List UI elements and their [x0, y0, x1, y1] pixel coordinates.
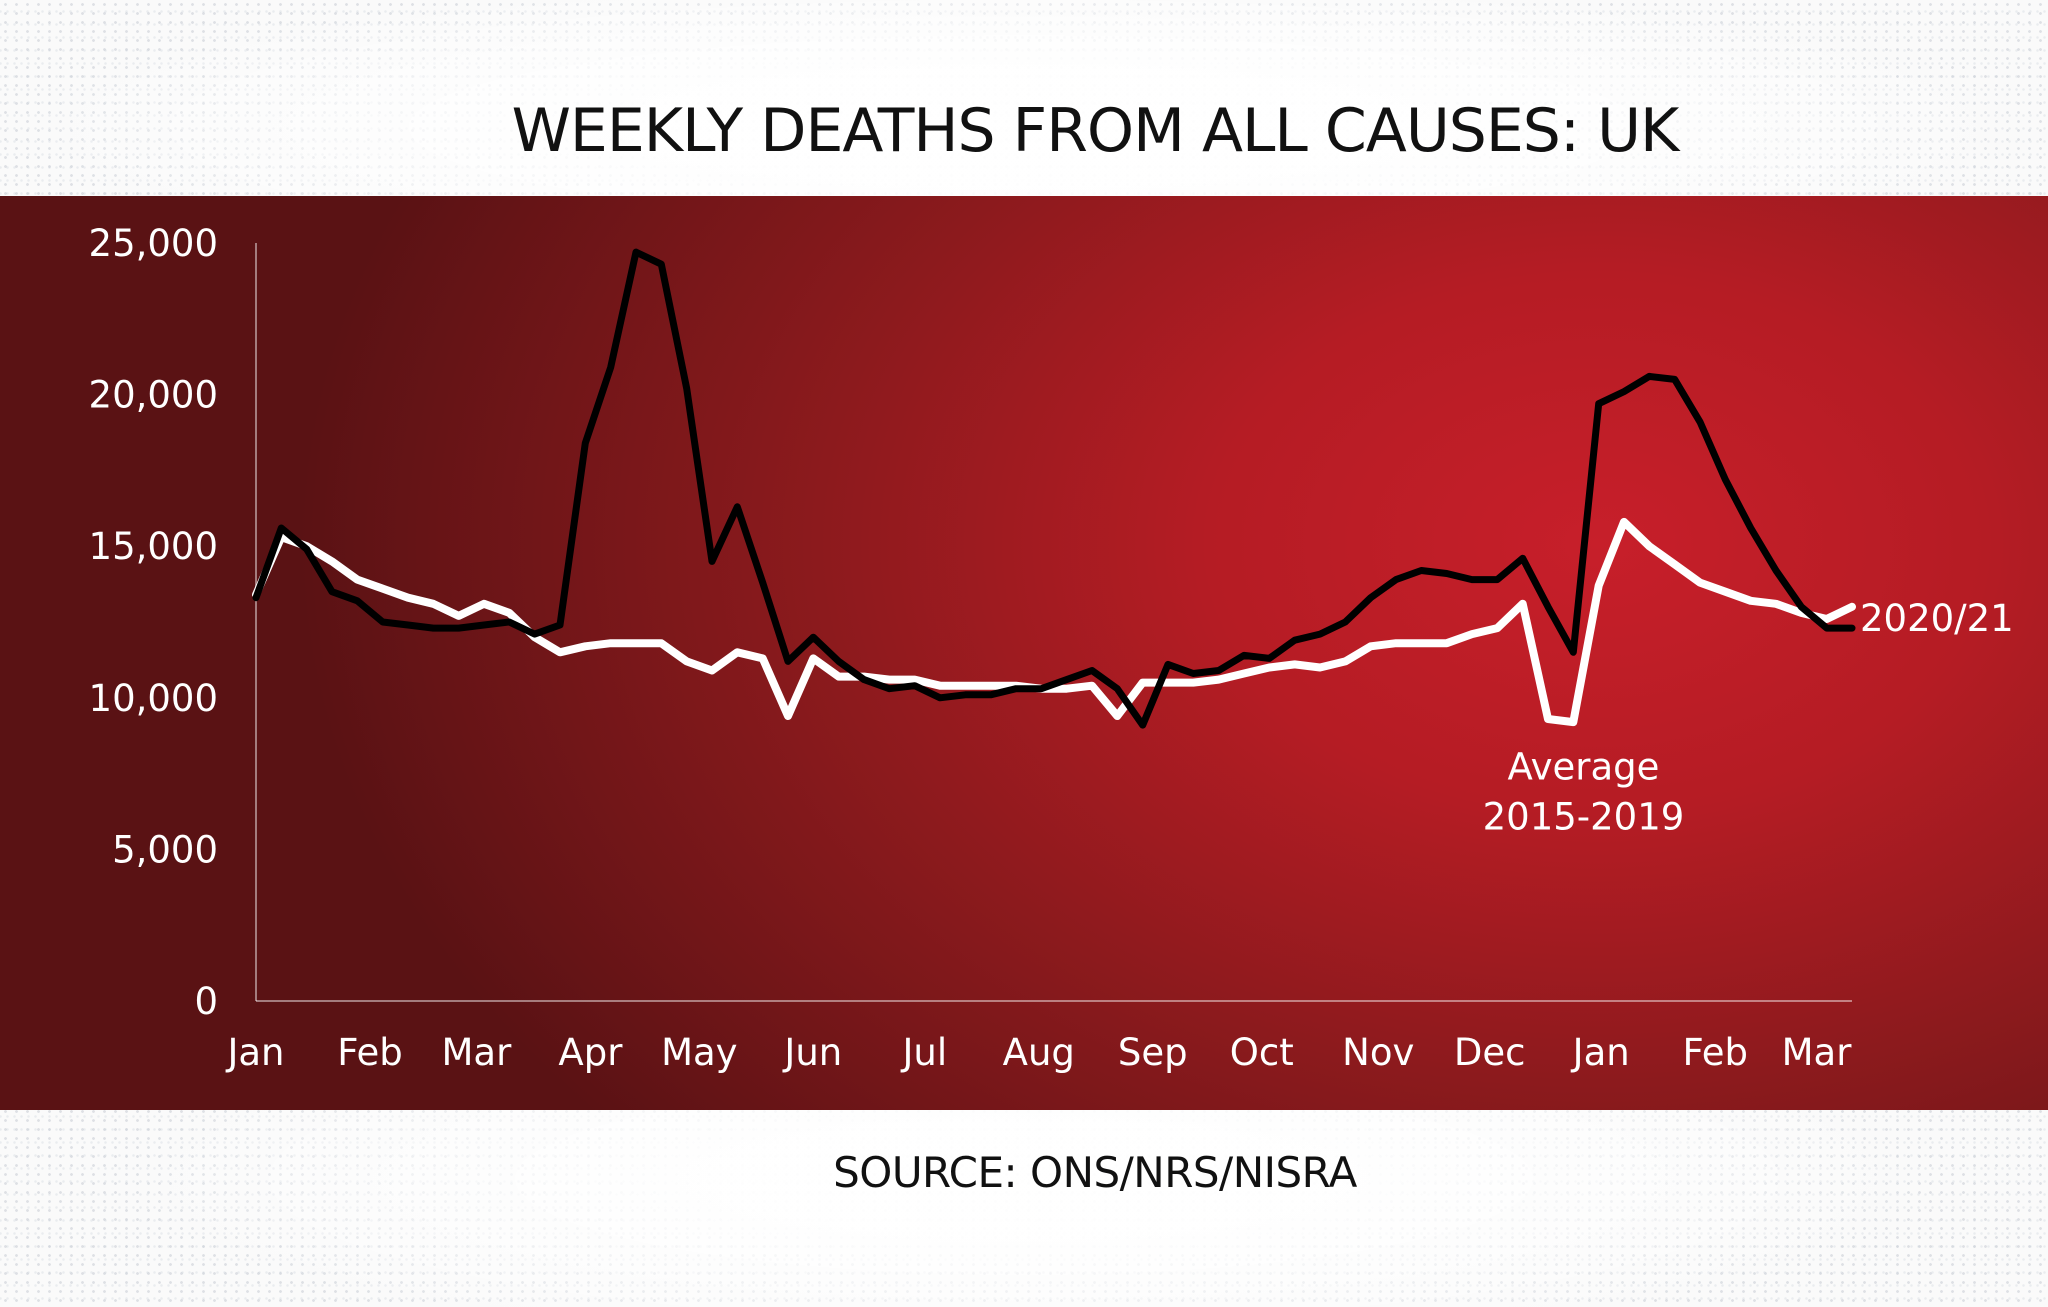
x-tick-label: Apr	[558, 1031, 623, 1074]
x-tick-label: Jan	[225, 1031, 284, 1074]
y-tick-label: 20,000	[89, 374, 218, 417]
y-tick-labels: 0 5,000 10,000 15,000 20,000 25,000	[89, 222, 218, 1023]
x-tick-label: Mar	[441, 1031, 512, 1074]
x-tick-labels: Jan Feb Mar Apr May Jun Jul Aug Sep Oct Nov Dec Jan F…	[225, 1031, 1852, 1074]
x-tick-label: Sep	[1118, 1031, 1188, 1074]
x-tick-label: Mar	[1782, 1031, 1853, 1074]
x-tick-label: Nov	[1342, 1031, 1414, 1074]
y-tick-label: 10,000	[89, 677, 218, 720]
annotation-average-line2: 2015-2019	[1483, 796, 1685, 839]
series-line-2020-21	[252, 248, 1856, 729]
x-tick-label: Aug	[1003, 1031, 1075, 1074]
chart-panel	[0, 196, 2048, 1110]
x-tick-label: Jan	[1571, 1031, 1630, 1074]
source-note: SOURCE: ONS/NRS/NISRA	[833, 1148, 1357, 1197]
x-tick-label: Feb	[1682, 1031, 1748, 1074]
x-tick-label: Jul	[900, 1031, 947, 1074]
annotation-2020-21: 2020/21	[1860, 597, 2014, 640]
x-tick-label: Jun	[782, 1031, 842, 1074]
annotation-average-line1: Average	[1507, 746, 1659, 789]
x-tick-label: Dec	[1454, 1031, 1526, 1074]
y-tick-label: 5,000	[112, 828, 218, 871]
chart-title: WEEKLY DEATHS FROM ALL CAUSES: UK	[511, 96, 1680, 166]
footer-background	[0, 1110, 2048, 1307]
y-tick-label: 25,000	[89, 222, 218, 265]
y-tick-label: 0	[194, 980, 218, 1023]
header-background	[0, 0, 2048, 196]
x-tick-label: Feb	[337, 1031, 403, 1074]
x-tick-label: Oct	[1230, 1031, 1294, 1074]
x-tick-label: May	[661, 1031, 738, 1074]
y-tick-label: 15,000	[89, 525, 218, 568]
